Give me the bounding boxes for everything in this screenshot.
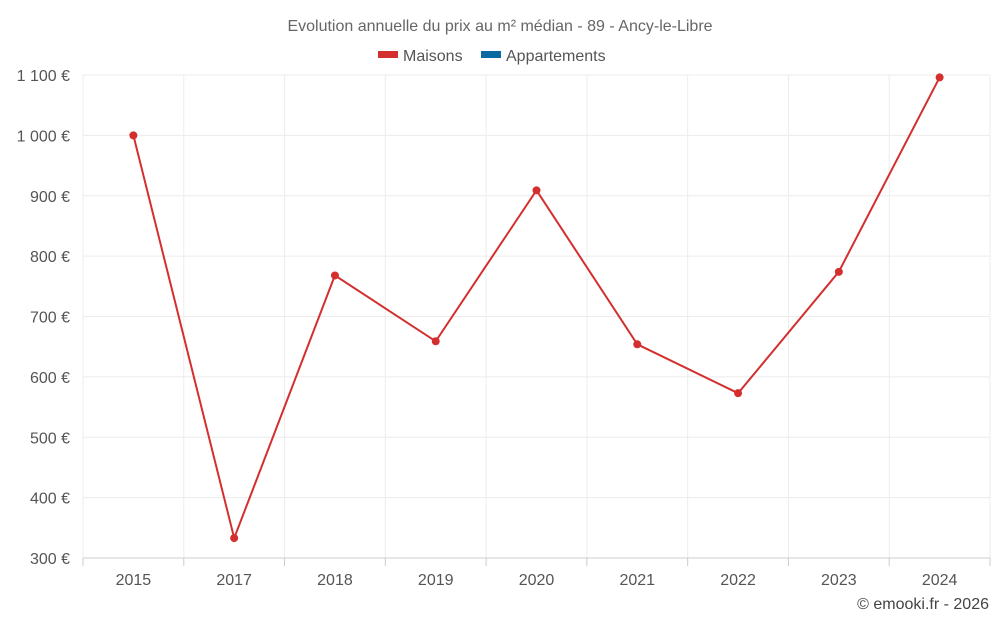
y-tick-label: 300 € — [30, 551, 70, 568]
data-point[interactable] — [734, 389, 743, 398]
x-tick-label: 2020 — [519, 572, 555, 589]
x-tick-label: 2024 — [922, 572, 958, 589]
data-point[interactable] — [633, 340, 642, 349]
y-tick-label: 700 € — [30, 310, 70, 327]
credit-text: © emooki.fr - 2026 — [857, 596, 989, 613]
x-tick-label: 2018 — [317, 572, 353, 589]
y-tick-label: 400 € — [30, 491, 70, 508]
y-tick-label: 500 € — [30, 430, 70, 447]
x-axis-ticks: 2015 2017 2018 2019 2020 2021 2022 2023 2024 — [116, 572, 958, 589]
x-tick-label: 2019 — [418, 572, 454, 589]
y-tick-label: 900 € — [30, 189, 70, 206]
data-point[interactable] — [532, 186, 541, 195]
grid — [82, 74, 991, 559]
series-maisons — [129, 73, 944, 543]
y-tick-label: 600 € — [30, 370, 70, 387]
x-tick-label: 2023 — [821, 572, 857, 589]
x-tick-label: 2021 — [619, 572, 655, 589]
data-point[interactable] — [431, 337, 440, 346]
data-point[interactable] — [935, 73, 944, 82]
data-point[interactable] — [834, 267, 843, 276]
y-tick-label: 1 000 € — [17, 128, 70, 145]
data-point[interactable] — [330, 271, 339, 280]
chart-title: Evolution annuelle du prix au m² médian … — [287, 18, 712, 35]
legend-label-maisons[interactable]: Maisons — [403, 48, 463, 65]
x-tick-label: 2017 — [216, 572, 252, 589]
legend-swatch-maisons — [378, 51, 398, 58]
series-line-maisons — [132, 76, 941, 542]
legend: Maisons Appartements — [378, 48, 606, 65]
y-tick-label: 800 € — [30, 249, 70, 266]
legend-swatch-appartements — [481, 51, 501, 58]
y-tick-label: 1 100 € — [17, 68, 70, 85]
data-point[interactable] — [230, 534, 239, 543]
legend-label-appartements[interactable]: Appartements — [506, 48, 606, 65]
axes — [82, 557, 991, 566]
x-tick-label: 2015 — [116, 572, 152, 589]
data-point[interactable] — [129, 131, 138, 140]
x-tick-label: 2022 — [720, 572, 756, 589]
y-axis-ticks: 300 € 400 € 500 € 600 € 700 € 800 € 900 € 1 000… — [17, 68, 70, 568]
